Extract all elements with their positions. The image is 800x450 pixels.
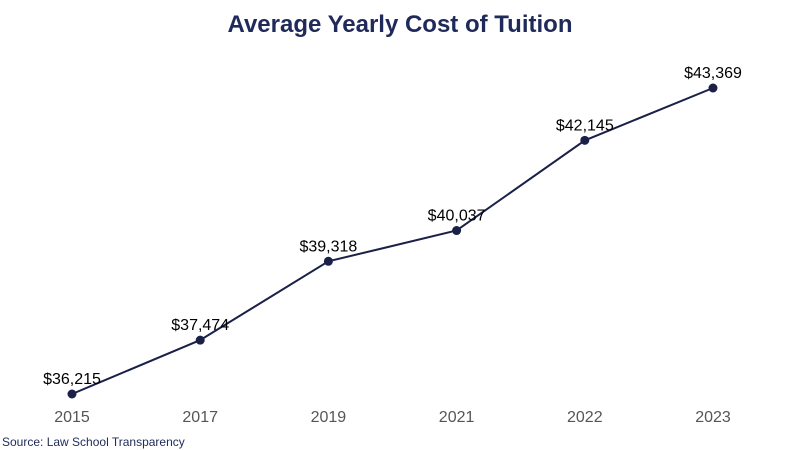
x-tick-label-2019: 2019 <box>311 409 347 426</box>
series-line <box>71 87 714 395</box>
data-point-2015 <box>67 389 77 399</box>
data-label-2017: $37,474 <box>171 317 229 334</box>
data-point-2021 <box>452 226 462 236</box>
markers-group <box>67 83 718 399</box>
data-label-2015: $36,215 <box>43 371 101 388</box>
data-label-2021: $40,037 <box>428 208 486 225</box>
data-point-2023 <box>708 83 718 93</box>
data-label-2022: $42,145 <box>556 117 614 134</box>
x-axis-ticks: 2015 2017 2019 2021 2022 2023 <box>54 409 731 426</box>
chart-title: Average Yearly Cost of Tuition <box>228 11 573 38</box>
x-tick-label-2022: 2022 <box>567 409 603 426</box>
source-note: Source: Law School Transparency <box>2 435 185 449</box>
data-label-2019: $39,318 <box>299 238 357 255</box>
x-tick-label-2023: 2023 <box>695 409 731 426</box>
data-labels-group: $36,215 $37,474 $39,318 $40,037 $42,145 $43,3… <box>43 65 742 388</box>
x-tick-label-2021: 2021 <box>439 409 475 426</box>
data-point-2022 <box>580 135 590 145</box>
data-point-2017 <box>195 335 205 345</box>
x-tick-label-2017: 2017 <box>182 409 218 426</box>
data-point-2019 <box>323 256 333 266</box>
data-label-2023: $43,369 <box>684 65 742 82</box>
plot-area: $36,215 $37,474 $39,318 $40,037 $42,145 $43,3… <box>43 65 742 426</box>
x-tick-label-2015: 2015 <box>54 409 90 426</box>
